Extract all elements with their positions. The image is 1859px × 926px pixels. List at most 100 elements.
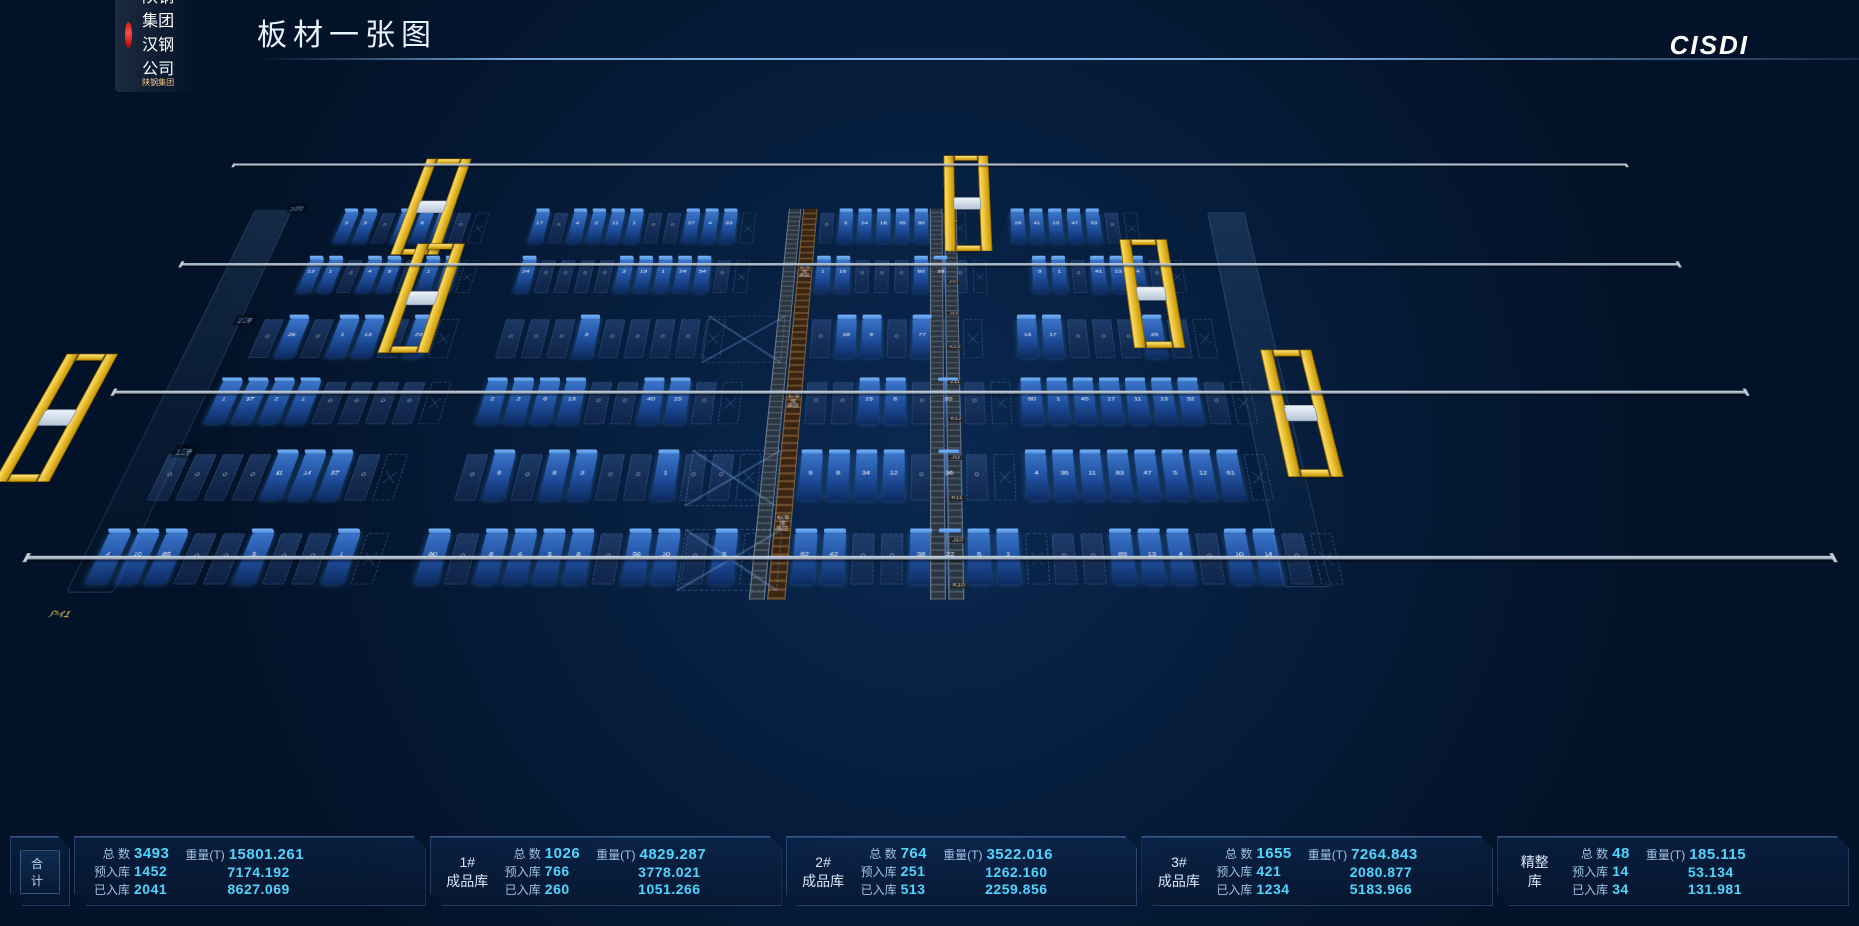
storage-slot[interactable]: 60 [1020,382,1043,424]
storage-slot[interactable]: 26 [273,319,309,358]
storage-slot[interactable]: 47 [1066,213,1083,244]
storage-slot[interactable]: 5 [482,454,516,501]
storage-slot[interactable]: 0 [830,382,853,424]
storage-slot[interactable]: 3 [566,454,597,501]
storage-slot[interactable]: 0 [911,382,932,424]
storage-slot[interactable]: 4 [1024,454,1048,501]
storage-slot[interactable]: 61 [1216,454,1246,501]
storage-slot[interactable]: 77 [912,319,932,358]
storage-slot[interactable]: 35 [895,213,909,244]
storage-slot[interactable]: 95 [914,213,928,244]
storage-slot[interactable]: 83 [719,213,737,244]
storage-slot[interactable]: 13 [1150,382,1177,424]
storage-slot[interactable]: 19 [857,382,879,424]
storage-slot[interactable]: 34 [854,454,877,501]
storage-slot[interactable]: 12 [882,454,904,501]
slot-count: 95 [914,222,928,226]
storage-slot[interactable]: 0 [453,454,487,501]
storage-slot[interactable]: 0 [623,319,650,358]
storage-slot[interactable]: 0 [547,213,569,244]
storage-slot[interactable]: 0 [643,213,663,244]
storage-slot[interactable]: 0 [622,454,652,501]
storage-slot[interactable]: 13 [556,382,586,424]
storage-slot[interactable]: 40 [636,382,664,424]
storage-slot[interactable]: 11 [1079,454,1105,501]
storage-slot[interactable]: 0 [910,454,932,501]
storage-slot[interactable]: 0 [299,319,335,358]
storage-slot[interactable]: 0 [597,319,625,358]
storage-slot[interactable]: 18 [876,213,891,244]
storage-slot[interactable]: 0 [809,319,831,358]
storage-slot[interactable]: 0 [494,319,524,358]
slot-count: 0 [372,399,392,404]
storage-slot[interactable]: 17 [1041,319,1064,358]
gantry-crane[interactable] [943,155,992,251]
storage-slot[interactable]: 0 [690,382,717,424]
storage-slot[interactable]: 0 [610,382,639,424]
storage-slot[interactable]: 0 [583,382,612,424]
storage-slot[interactable]: 12 [1188,454,1217,501]
storage-slot[interactable]: 2 [502,382,534,424]
storage-slot[interactable]: 41 [1029,213,1045,244]
storage-slot[interactable]: 10 [1047,213,1063,244]
storage-slot[interactable]: 8 [826,454,850,501]
storage-slot[interactable]: 24 [856,213,871,244]
warehouse-3d-view[interactable]: 标准库放区标准库放区标准库放区Z14Z13Z12J13K13Z11K12J11K… [70,90,1789,660]
storage-slot[interactable]: 17 [527,213,549,244]
storage-slot[interactable]: 15 [663,382,690,424]
storage-slot[interactable]: 26 [1010,213,1026,244]
storage-slot[interactable]: 1 [650,454,679,501]
storage-slot[interactable]: 0 [804,382,827,424]
storage-slot[interactable]: 0 [674,319,700,358]
storage-slot[interactable]: 0 [510,454,543,501]
storage-slot[interactable]: 0 [1203,382,1231,424]
storage-slot[interactable]: 0 [964,382,986,424]
storage-slot[interactable]: 11 [604,213,625,244]
storage-slot[interactable]: 33 [1085,213,1102,244]
storage-slot[interactable]: 4 [566,213,587,244]
storage-slot[interactable]: 3 [571,319,600,358]
label-stored: 已入库 [859,881,897,898]
storage-slot[interactable]: 4 [700,213,718,244]
storage-slot[interactable]: 32 [1177,382,1204,424]
storage-slot[interactable]: 1 [1046,382,1070,424]
storage-slot[interactable]: 9 [860,319,881,358]
storage-slot[interactable]: 27 [681,213,700,244]
storage-slot[interactable]: 0 [1091,319,1115,358]
storage-slot[interactable]: 0 [520,319,550,358]
storage-slot[interactable]: 0 [1066,319,1089,358]
storage-slot[interactable]: 8 [538,454,570,501]
lane-label: 3跨 [285,204,309,213]
storage-slot[interactable]: 0 [662,213,681,244]
storage-slot[interactable]: 36 [1051,454,1076,501]
storage-slot[interactable]: 14 [1016,319,1038,358]
storage-slot[interactable]: 47 [1134,454,1162,501]
storage-slot[interactable]: 83 [1106,454,1133,501]
storage-slot[interactable]: 45 [1072,382,1097,424]
storage-slot[interactable]: 0 [546,319,575,358]
storage-slot[interactable]: 5 [1161,454,1189,501]
storage-slot[interactable]: 1 [324,319,359,358]
storage-slot[interactable]: 0 [886,319,906,358]
storage-slot[interactable]: 0 [594,454,624,501]
storage-slot[interactable]: 18 [835,319,857,358]
slot-count: 0 [602,334,621,339]
storage-slot[interactable]: 2 [585,213,606,244]
slot-count: 0 [615,399,634,404]
slot-count: 0 [811,334,829,339]
storage-slot[interactable]: 0 [818,213,834,244]
panel-title: 1#成品库 [440,853,495,889]
storage-slot[interactable]: 2 [475,382,507,424]
storage-slot[interactable]: 0 [649,319,676,358]
storage-slot[interactable]: 9 [797,454,822,501]
storage-slot[interactable]: 17 [1098,382,1123,424]
gantry-crane[interactable] [0,354,118,482]
storage-slot[interactable]: 0 [965,454,988,501]
storage-slot[interactable]: 6 [529,382,560,424]
storage-slot[interactable]: 3 [837,213,852,244]
storage-slot[interactable]: 11 [1124,382,1150,424]
total-button[interactable]: 合计 [20,850,60,894]
storage-slot[interactable]: 8 [884,382,905,424]
company-name: 陕钢集团汉钢公司 [142,0,177,79]
storage-slot[interactable]: 1 [623,213,643,244]
